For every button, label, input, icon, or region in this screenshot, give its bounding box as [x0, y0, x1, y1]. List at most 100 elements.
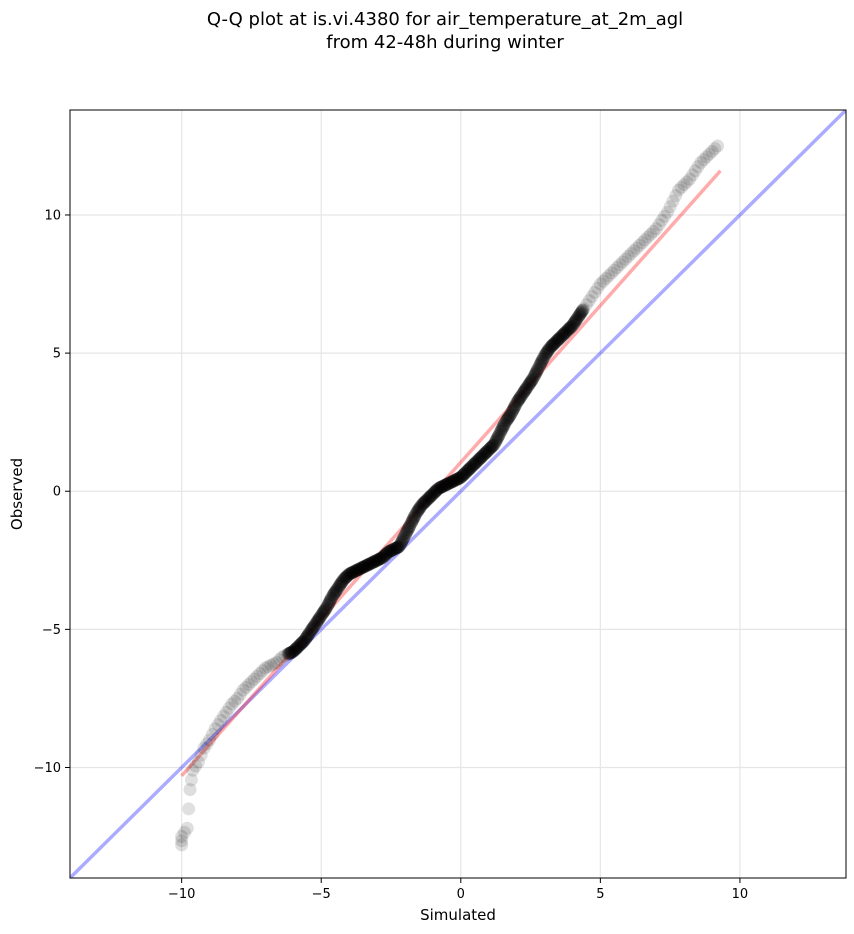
quantile-point	[499, 414, 513, 428]
quantile-point	[375, 551, 389, 565]
quantile-point	[691, 160, 705, 174]
quantile-point	[404, 516, 418, 530]
quantile-point	[351, 563, 365, 577]
quantile-point	[186, 763, 200, 777]
quantile-point	[312, 611, 326, 625]
quantile-point	[431, 481, 445, 495]
quantile-point	[570, 312, 584, 326]
axis-ticks: −10 −5 0 5 10 −10 −5 0 5 10	[34, 208, 749, 902]
quantile-point	[447, 474, 461, 488]
quantile-point	[685, 168, 699, 182]
quantile-point	[301, 628, 315, 642]
quantile-point	[341, 568, 355, 582]
quantile-point	[529, 365, 543, 379]
quantile-point	[281, 647, 295, 661]
quantile-point	[294, 637, 308, 651]
quantile-point	[537, 351, 551, 365]
quantile-point	[384, 544, 398, 558]
quantile-point	[386, 543, 400, 557]
quantile-point	[333, 578, 347, 592]
quantile-point	[411, 504, 425, 518]
quantile-point	[708, 142, 722, 156]
quantile-point	[258, 661, 272, 675]
quantile-point	[483, 442, 497, 456]
quantile-point	[613, 258, 627, 272]
quantile-point	[576, 303, 590, 317]
quantile-point	[256, 664, 270, 678]
quantile-point	[383, 544, 397, 558]
quantile-point	[555, 329, 569, 343]
quantile-point	[289, 642, 303, 656]
quantile-point	[607, 263, 621, 277]
quantile-point	[203, 733, 217, 747]
quantile-point	[310, 615, 324, 629]
quantile-point	[458, 466, 472, 480]
quantile-point	[638, 233, 652, 247]
quantile-point	[244, 675, 258, 689]
quantile-point	[571, 310, 585, 324]
quantile-point	[373, 552, 387, 566]
quantile-point	[559, 325, 573, 339]
quantile-point	[641, 230, 655, 244]
quantile-point	[392, 539, 406, 553]
quantile-point	[394, 536, 408, 550]
quantile-point	[326, 588, 340, 602]
quantile-point	[182, 802, 196, 816]
quantile-point	[462, 462, 476, 476]
quantile-point	[485, 439, 499, 453]
quantile-point	[415, 498, 429, 512]
quantile-point	[250, 669, 264, 683]
quantile-point	[177, 825, 191, 839]
quantile-point	[446, 474, 460, 488]
quantile-point	[379, 547, 393, 561]
quantile-point	[346, 565, 360, 579]
quantile-point	[521, 379, 535, 393]
quantile-point	[509, 398, 523, 412]
quantile-point	[247, 672, 261, 686]
chart-title-line-2: from 42-48h during winter	[326, 32, 564, 53]
quantile-point	[627, 244, 641, 258]
quantile-point	[456, 469, 470, 483]
quantile-point	[391, 540, 405, 554]
quantile-point	[302, 627, 316, 641]
quantile-point	[591, 281, 605, 295]
quantile-point	[389, 541, 403, 555]
quantile-point	[507, 401, 521, 415]
quantile-point	[377, 550, 391, 564]
quantile-point	[532, 360, 546, 374]
quantile-point	[669, 189, 683, 203]
quantile-point	[381, 545, 395, 559]
quantile-point	[452, 471, 466, 485]
quantile-point	[432, 481, 446, 495]
quantile-point	[451, 472, 465, 486]
quantile-point	[345, 566, 359, 580]
quantile-point	[560, 324, 574, 338]
quantile-point	[364, 557, 378, 571]
quantile-point	[369, 554, 383, 568]
quantile-point	[331, 581, 345, 595]
y-tick-label: 0	[53, 485, 61, 500]
identity-line	[70, 110, 846, 878]
quantile-point	[323, 595, 337, 609]
quantile-point	[292, 639, 306, 653]
quantile-point	[544, 340, 558, 354]
quantile-point	[616, 255, 630, 269]
x-tick-label: 0	[457, 887, 465, 902]
quantile-point	[504, 407, 518, 421]
quantile-point	[350, 563, 364, 577]
quantile-point	[467, 458, 481, 472]
quantile-point	[457, 468, 471, 482]
quantile-point	[663, 200, 677, 214]
quantile-point	[284, 645, 298, 659]
quantile-point	[327, 586, 341, 600]
quantile-point	[539, 346, 553, 360]
quantile-point	[374, 551, 388, 565]
quantile-point	[304, 624, 318, 638]
quantile-point	[515, 388, 529, 402]
quantile-point	[464, 460, 478, 474]
quantile-point	[401, 523, 415, 537]
quantile-point	[233, 687, 247, 701]
quantile-point	[184, 773, 198, 787]
quantile-point	[285, 645, 299, 659]
quantile-point	[313, 610, 327, 624]
